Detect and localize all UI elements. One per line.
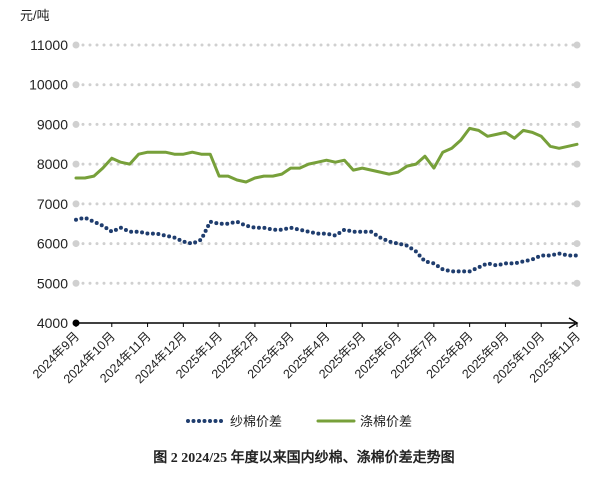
grid-start — [72, 240, 80, 248]
y-tick-label: 6000 — [37, 236, 68, 252]
grid-end — [573, 240, 581, 248]
y-tick-label: 11000 — [30, 37, 68, 53]
grid-start — [72, 81, 80, 89]
legend-label: 涤棉价差 — [360, 414, 412, 429]
grid-start — [72, 160, 80, 168]
series-line — [74, 215, 579, 274]
grid-end — [573, 200, 581, 208]
legend-label: 纱棉价差 — [230, 414, 282, 429]
y-axis-title: 元/吨 — [20, 8, 50, 23]
grid-start — [72, 279, 80, 287]
series-line — [74, 126, 579, 184]
grid-end — [573, 41, 581, 49]
grid-start — [72, 120, 80, 128]
y-tick-label: 9000 — [37, 116, 68, 132]
y-tick-label: 7000 — [37, 196, 68, 212]
y-tick-label: 8000 — [37, 156, 68, 172]
y-tick-label: 10000 — [29, 77, 68, 93]
grid-start — [72, 200, 80, 208]
y-tick-label: 4000 — [37, 315, 68, 331]
grid-end — [573, 160, 581, 168]
grid-end — [573, 120, 581, 128]
caption: 图 2 2024/25 年度以来国内纱棉、涤棉价差走势图 — [153, 449, 454, 466]
grid-end — [573, 279, 581, 287]
grid-start — [72, 41, 80, 49]
y-tick-label: 5000 — [37, 275, 68, 291]
grid-end — [573, 81, 581, 89]
